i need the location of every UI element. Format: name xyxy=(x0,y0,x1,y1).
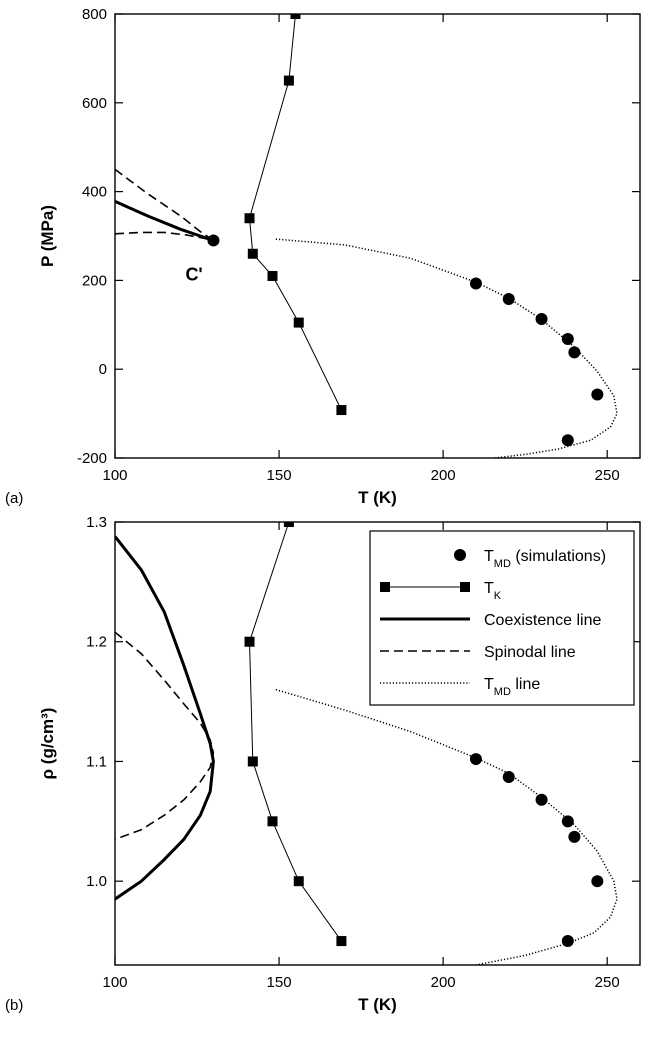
series-tmd-simulations-point xyxy=(591,388,604,401)
y-axis-label: P (MPa) xyxy=(38,205,57,267)
series-tk-point xyxy=(293,876,304,887)
series-spinodal-line-lower-branch-line xyxy=(115,231,214,242)
x-tick-label: 100 xyxy=(102,467,127,484)
plot-area xyxy=(115,522,618,965)
series-tmd-simulations-point xyxy=(469,753,482,766)
series-spinodal-line-line xyxy=(115,631,215,841)
y-tick-label: -200 xyxy=(77,450,107,467)
series-tmd-simulations-point xyxy=(207,234,220,247)
series-tk-point xyxy=(283,75,294,86)
y-tick-label: 1.1 xyxy=(86,753,107,770)
legend-entry-tk-marker xyxy=(380,582,390,592)
legend-entry-tmd-simulations: TMD (simulations) xyxy=(454,548,606,570)
series-tk-point xyxy=(244,636,255,647)
annotation-label: C' xyxy=(185,264,202,284)
series-tk-line xyxy=(249,522,342,942)
series-coexistence-line-line xyxy=(115,200,214,242)
series-tmd-simulations-point xyxy=(561,333,574,346)
x-tick-label: 200 xyxy=(431,467,456,484)
series-tk-point xyxy=(247,248,258,259)
series-tk-point xyxy=(336,405,347,416)
legend-entry-coexistence-line-label: Coexistence line xyxy=(484,612,602,629)
chart-panel-2: 100 150 200 250 1.0 1.1 1.2 1.3 T (K) ρ (g/cm³) (b… xyxy=(5,514,641,1014)
series-spinodal-line-line xyxy=(115,168,214,242)
series-tmd-simulations-point xyxy=(502,293,515,306)
series-tmd-simulations-point xyxy=(568,830,581,843)
legend-entry-tmd-simulations-swatch xyxy=(454,549,466,561)
x-tick-label: 150 xyxy=(267,467,292,484)
series-tk-point xyxy=(283,522,294,527)
y-tick-label: 1.3 xyxy=(86,514,107,531)
legend-entry-tmd-simulations-label: TMD (simulations) xyxy=(484,548,606,570)
y-tick-label: 200 xyxy=(82,272,107,289)
legend-entry-tk-marker xyxy=(460,582,470,592)
y-tick-label: 400 xyxy=(82,184,107,201)
panel-label: (a) xyxy=(5,490,23,507)
series-tk-point xyxy=(293,317,304,328)
panel-label: (b) xyxy=(5,997,23,1014)
plot-frame xyxy=(114,521,641,966)
series-tmd-simulations-point xyxy=(535,793,548,806)
series-coexistence-line-line xyxy=(115,535,215,901)
series-tmd-simulations-point xyxy=(502,771,515,784)
legend-entry-coexistence-line: Coexistence line xyxy=(380,612,602,629)
series-tmd-simulations-point xyxy=(591,875,604,888)
y-axis-label: ρ (g/cm³) xyxy=(38,708,57,780)
series-tmd-simulations-point xyxy=(561,935,574,948)
plot-area xyxy=(115,14,618,458)
x-tick-label: 250 xyxy=(595,974,620,991)
x-tick-label: 100 xyxy=(102,974,127,991)
series-tmd-simulations-point xyxy=(568,346,581,359)
plot-frame xyxy=(114,13,641,459)
x-tick-label: 200 xyxy=(431,974,456,991)
x-tick-label: 250 xyxy=(595,467,620,484)
y-tick-label: 800 xyxy=(82,6,107,23)
chart-panel-1: 100 150 200 250 -200 0 200 400 600 800 T (K) P (MPa… xyxy=(5,6,641,507)
series-tk-point xyxy=(267,816,278,827)
series-tmd-line-line xyxy=(275,238,618,458)
series-tmd-simulations-point xyxy=(469,277,482,290)
x-axis-label: T (K) xyxy=(358,488,397,507)
series-tmd-line-line xyxy=(275,688,618,965)
series-tk-point xyxy=(267,270,278,281)
legend-entry-spinodal-line-label: Spinodal line xyxy=(484,644,576,661)
series-tk-point xyxy=(244,213,255,224)
x-tick-label: 150 xyxy=(267,974,292,991)
y-tick-label: 1.2 xyxy=(86,634,107,651)
series-tmd-simulations-point xyxy=(561,434,574,447)
x-axis-label: T (K) xyxy=(358,995,397,1014)
series-tk-point xyxy=(247,756,258,767)
series-tk-point xyxy=(290,14,301,19)
series-tmd-simulations-point xyxy=(535,313,548,326)
legend-entry-spinodal-line: Spinodal line xyxy=(380,644,576,661)
series-tk-point xyxy=(336,936,347,947)
y-tick-label: 600 xyxy=(82,95,107,112)
series-tmd-simulations-point xyxy=(561,815,574,828)
y-tick-label: 1.0 xyxy=(86,873,107,890)
series-tk-line xyxy=(249,14,342,411)
y-tick-label: 0 xyxy=(99,361,107,378)
